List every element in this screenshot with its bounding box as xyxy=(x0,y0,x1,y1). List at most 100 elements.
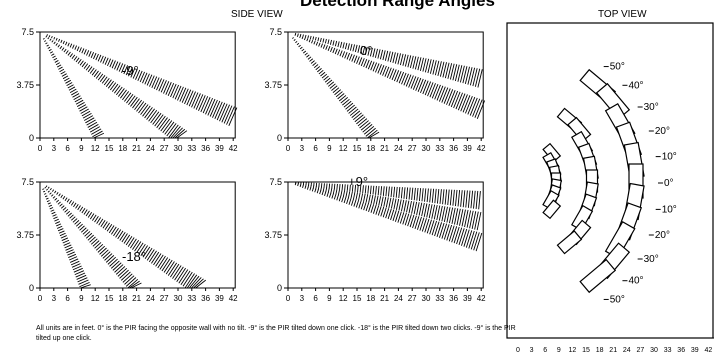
top-x-tick-label: 6 xyxy=(543,347,547,354)
beam-hatch xyxy=(375,195,379,205)
beam-hatch xyxy=(316,189,319,194)
beam-hatch xyxy=(339,41,343,48)
beam-hatch xyxy=(96,217,102,224)
beam-hatch xyxy=(365,194,369,203)
x-tick-label: 15 xyxy=(105,294,114,303)
beam-hatch xyxy=(330,46,333,53)
detection-beam xyxy=(294,32,483,88)
x-tick-label: 42 xyxy=(229,294,238,303)
beam-hatch xyxy=(52,196,56,199)
x-tick-label: 33 xyxy=(187,144,196,153)
beam-hatch xyxy=(344,42,348,50)
beam-hatch xyxy=(174,266,184,281)
beam-hatch xyxy=(142,246,151,258)
beam-hatch xyxy=(353,192,356,200)
tilt-label: -9° xyxy=(122,63,139,78)
beam-hatch xyxy=(330,188,333,194)
beam-hatch xyxy=(80,108,89,114)
beam-hatch xyxy=(421,188,424,202)
beam-hatch xyxy=(446,207,451,223)
beam-hatch xyxy=(81,61,86,68)
beam-hatch xyxy=(69,88,77,94)
beam-hatch xyxy=(370,194,374,204)
beam-hatch xyxy=(80,284,91,289)
beam-hatch xyxy=(151,251,160,264)
beam-hatch xyxy=(308,39,311,43)
beam-hatch xyxy=(202,97,211,114)
beam-hatch xyxy=(61,73,67,77)
beam-hatch xyxy=(73,95,81,100)
x-tick-label: 27 xyxy=(408,294,417,303)
beam-hatch xyxy=(63,48,67,53)
beam-hatch xyxy=(448,89,456,107)
beam-hatch xyxy=(370,204,375,213)
angle-label: 10° xyxy=(662,204,677,215)
sensor-zone xyxy=(542,199,562,220)
beam-hatch xyxy=(65,210,71,215)
beam-hatch xyxy=(337,49,341,56)
beam-hatch xyxy=(85,117,95,124)
beam-hatch xyxy=(79,206,84,212)
beam-hatch xyxy=(58,230,65,234)
beam-hatch xyxy=(132,98,140,109)
beam-hatch xyxy=(451,207,456,224)
beam-hatch xyxy=(335,189,338,195)
beam-hatch xyxy=(475,190,479,210)
beam-hatch xyxy=(310,60,315,64)
beam-hatch xyxy=(123,65,129,75)
x-tick-label: 33 xyxy=(435,294,444,303)
beam-hatch xyxy=(162,120,173,134)
beam-hatch xyxy=(73,56,78,61)
x-tick-label: 0 xyxy=(38,144,43,153)
beam-hatch xyxy=(377,185,380,196)
beam-hatch xyxy=(307,35,309,39)
beam-hatch xyxy=(134,99,143,110)
beam-hatch xyxy=(322,44,326,49)
beam-hatch xyxy=(372,62,378,72)
beam-hatch xyxy=(319,37,322,43)
beam-hatch xyxy=(412,77,419,90)
beam-hatch xyxy=(299,35,301,39)
beam-hatch xyxy=(74,220,80,225)
beam-hatch xyxy=(156,115,166,129)
beam-hatch xyxy=(365,127,376,137)
beam-hatch xyxy=(113,85,121,94)
beam-hatch xyxy=(148,250,157,263)
beam-hatch xyxy=(390,198,394,209)
beam-hatch xyxy=(340,97,348,104)
beam-hatch xyxy=(130,67,136,78)
beam-hatch xyxy=(471,211,477,230)
beam-hatch xyxy=(327,46,331,51)
y-tick-label: 3.75 xyxy=(264,80,282,90)
beam-hatch xyxy=(463,229,470,247)
beam-hatch xyxy=(68,199,72,205)
beam-hatch xyxy=(75,99,84,105)
angle-label: 30° xyxy=(644,254,659,265)
beam-hatch xyxy=(111,83,119,92)
side-panel-minus18: 7.5 3.75 0 0 3 6 9 12 15 18 21 24 27 30 33 36 39 42 -18° xyxy=(0,168,245,328)
beam-hatch xyxy=(358,57,363,66)
beam-hatch xyxy=(331,85,338,91)
beam-hatch xyxy=(393,198,397,210)
beam-hatch xyxy=(312,36,315,40)
beam-hatch xyxy=(51,189,55,192)
beam-hatch xyxy=(418,202,423,216)
beam-hatch xyxy=(372,204,377,214)
beam-hatch xyxy=(114,264,124,273)
x-tick-label: 39 xyxy=(215,144,224,153)
x-tick-label: 42 xyxy=(477,144,486,153)
beam-hatch xyxy=(115,229,122,238)
beam-hatch xyxy=(64,244,72,249)
beam-hatch xyxy=(84,231,91,237)
beam-hatch xyxy=(115,86,123,96)
beam-hatch xyxy=(79,60,84,66)
beam-hatch xyxy=(167,82,175,97)
beam-hatch xyxy=(441,206,446,222)
beam-hatch xyxy=(468,230,475,249)
beam-hatch xyxy=(67,212,72,217)
beam-hatch xyxy=(144,247,153,260)
x-tick-label: 18 xyxy=(366,294,375,303)
beam-hatch xyxy=(464,209,469,228)
beam-hatch xyxy=(151,76,158,88)
